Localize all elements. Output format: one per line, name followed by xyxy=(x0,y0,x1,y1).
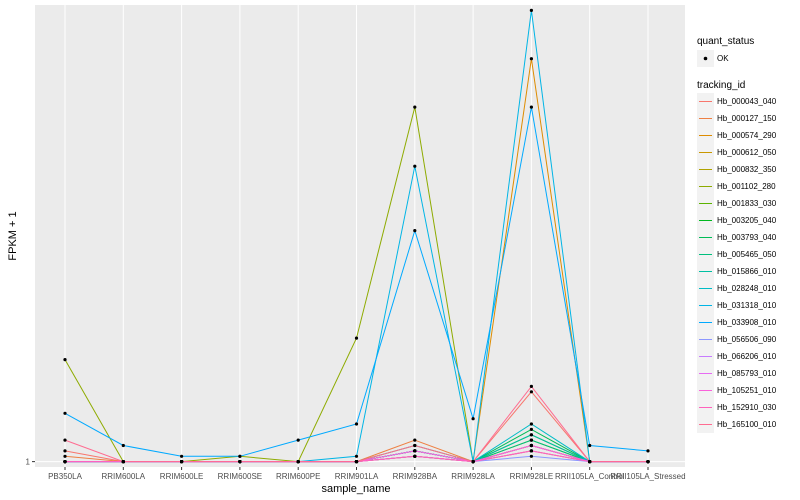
data-point xyxy=(529,390,534,394)
x-tick-label: RRIM600SE xyxy=(218,472,262,481)
legend-label-series: Hb_001102_280 xyxy=(717,182,776,191)
x-tick-label: PB350LA xyxy=(48,472,82,481)
data-point xyxy=(63,411,67,415)
data-point xyxy=(529,57,534,61)
data-point xyxy=(238,460,242,464)
data-point xyxy=(63,449,67,453)
data-point xyxy=(529,427,534,431)
axes: PB350LA RRIM600LA RRIM600LE RRIM600SE RRIM60… xyxy=(26,458,686,481)
x-tick-label: RRII105LA_Control xyxy=(555,472,625,481)
data-point xyxy=(413,105,417,109)
plot-panel xyxy=(35,5,685,467)
data-point xyxy=(529,384,534,388)
data-point xyxy=(354,454,359,458)
data-point xyxy=(180,454,184,458)
data-point xyxy=(471,417,475,421)
x-tick-label: RRIM600LE xyxy=(160,472,204,481)
legend-label-series: Hb_066206_010 xyxy=(717,352,777,361)
legend-label-series: Hb_000832_350 xyxy=(717,165,777,174)
legend-label-series: Hb_056506_090 xyxy=(717,335,777,344)
legend-label-series: Hb_003205_040 xyxy=(717,216,777,225)
legend-label-series: Hb_001833_030 xyxy=(717,199,777,208)
legend-label-series: Hb_015866_010 xyxy=(717,267,777,276)
legend-label-series: Hb_000127_150 xyxy=(717,114,777,123)
x-tick-label: RRIM600LA xyxy=(102,472,146,481)
legend-label-quant: OK xyxy=(717,54,729,63)
x-tick-label: RRIM928BA xyxy=(393,472,438,481)
x-axis-title: sample_name xyxy=(321,483,390,495)
data-point xyxy=(471,460,475,464)
legend-label-series: Hb_105251_010 xyxy=(717,386,777,395)
data-point xyxy=(413,449,417,453)
data-point xyxy=(529,443,534,448)
data-point xyxy=(354,422,359,426)
data-point xyxy=(529,433,534,437)
data-point xyxy=(588,443,592,448)
data-point xyxy=(354,460,359,464)
legend-title-quant-status: quant_status xyxy=(697,36,754,47)
data-point xyxy=(63,438,67,442)
legend-label-series: Hb_033908_010 xyxy=(717,318,777,327)
legend-point-marker xyxy=(703,56,708,61)
x-tick-label: RRIM901LA xyxy=(335,472,379,481)
data-point xyxy=(413,454,417,458)
x-tick-label: RRIM600PE xyxy=(276,472,320,481)
data-point xyxy=(413,164,417,168)
data-point xyxy=(63,358,67,362)
data-point xyxy=(238,454,242,458)
data-point xyxy=(413,443,417,448)
legend-label-series: Hb_085793_010 xyxy=(717,369,777,378)
legend-label-series: Hb_000574_290 xyxy=(717,131,777,140)
legend-label-series: Hb_000043_040 xyxy=(717,97,777,106)
data-point xyxy=(413,229,417,233)
data-point xyxy=(529,8,534,12)
legend-label-series: Hb_005465_050 xyxy=(717,250,777,259)
x-tick-label: RRIM928LA xyxy=(451,472,495,481)
legend-tracking-items: Hb_000043_040 Hb_000127_150 Hb_000574_290 H… xyxy=(697,93,777,433)
y-axis-title: FPKM + 1 xyxy=(7,211,19,260)
legend: quant_status OK tracking_id Hb_000043_04… xyxy=(697,36,777,433)
data-point xyxy=(529,449,534,453)
data-point xyxy=(529,422,534,426)
legend-label-series: Hb_031318_010 xyxy=(717,301,777,310)
legend-label-series: Hb_152910_030 xyxy=(717,403,777,412)
data-point xyxy=(63,454,67,458)
data-point xyxy=(121,460,125,464)
y-tick-label: 1 xyxy=(26,458,31,467)
series-points xyxy=(63,8,650,464)
data-point xyxy=(63,460,67,464)
data-point xyxy=(646,449,650,453)
data-point xyxy=(529,105,534,109)
data-point xyxy=(296,438,300,442)
data-point xyxy=(529,438,534,442)
data-point xyxy=(646,460,650,464)
data-point xyxy=(529,454,534,458)
legend-label-series: Hb_028248_010 xyxy=(717,284,777,293)
x-tick-label: RRIM928LE xyxy=(510,472,554,481)
data-point xyxy=(588,460,592,464)
legend-title-tracking-id: tracking_id xyxy=(697,80,745,91)
legend-label-series: Hb_000612_050 xyxy=(717,148,777,157)
legend-quant-items: OK xyxy=(697,50,729,67)
data-point xyxy=(413,438,417,442)
data-point xyxy=(180,460,184,464)
legend-label-series: Hb_003793_040 xyxy=(717,233,777,242)
data-point xyxy=(121,443,125,448)
x-tick-label: RRII105LA_Stressed xyxy=(610,472,685,481)
data-point xyxy=(354,336,359,340)
legend-label-series: Hb_165100_010 xyxy=(717,420,777,429)
data-point xyxy=(296,460,300,464)
